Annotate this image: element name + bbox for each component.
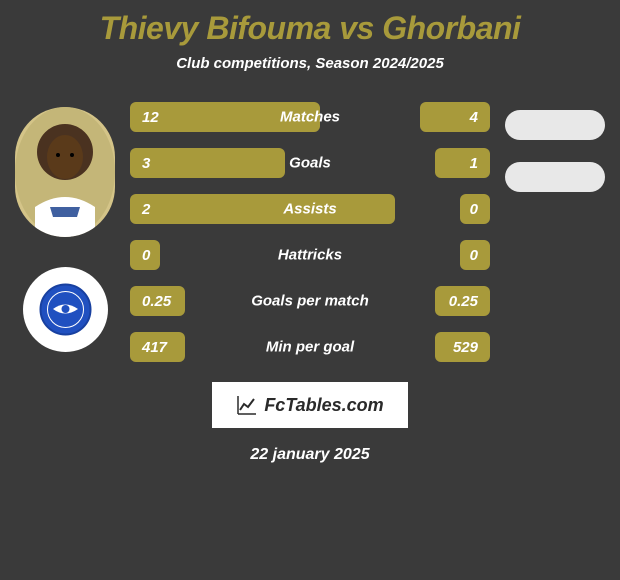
stat-bar-right: 0	[460, 194, 490, 224]
stat-row: 124Matches	[130, 102, 490, 132]
stat-bar-left: 3	[130, 148, 285, 178]
stat-bar-right: 529	[435, 332, 490, 362]
chart-icon	[236, 394, 258, 416]
left-avatars	[10, 102, 120, 352]
stat-bar-right: 4	[420, 102, 490, 132]
stat-row: 3 1 Goals	[130, 148, 490, 178]
stat-row: 2 0 Assists	[130, 194, 490, 224]
player-silhouette-icon	[15, 107, 115, 237]
comparison-container: Thievy Bifouma vs Ghorbani Club competit…	[0, 0, 620, 474]
footer: FcTables.com 22 january 2025	[10, 382, 610, 464]
stat-bar-right: 1	[435, 148, 490, 178]
stat-row: 0.25 0.25 Goals per match	[130, 286, 490, 316]
stat-bar-left: 417	[130, 332, 185, 362]
badge-matches	[505, 110, 605, 140]
stat-label: Min per goal	[258, 339, 362, 356]
stat-bar-container: 124Matches	[130, 102, 490, 132]
page-subtitle: Club competitions, Season 2024/2025	[176, 55, 444, 72]
stat-bar-right: 0	[460, 240, 490, 270]
stat-label: Assists	[275, 201, 344, 218]
club-avatar	[23, 267, 108, 352]
stat-bar-container: 3 1 Goals	[130, 148, 490, 178]
main-area: 124Matches31Goals20Assists00Hattricks0.2…	[10, 102, 610, 362]
player-avatar	[15, 107, 115, 237]
stat-bar-container: 0 0 Hattricks	[130, 240, 490, 270]
stat-bar-container: 2 0 Assists	[130, 194, 490, 224]
right-badges	[500, 102, 610, 192]
stat-label: Hattricks	[270, 247, 350, 264]
club-emblem-icon	[38, 282, 93, 337]
stat-bar-container: 417 529 Min per goal	[130, 332, 490, 362]
stat-label: Matches	[272, 109, 348, 126]
stat-label: Goals per match	[243, 293, 377, 310]
stat-bar-left: 0	[130, 240, 160, 270]
badge-goals	[505, 162, 605, 192]
date-label: 22 january 2025	[250, 446, 369, 464]
stat-label: Goals	[281, 155, 339, 172]
stat-row: 417 529 Min per goal	[130, 332, 490, 362]
brand-logo[interactable]: FcTables.com	[212, 382, 407, 428]
stat-row: 0 0 Hattricks	[130, 240, 490, 270]
stat-bar-left: 0.25	[130, 286, 185, 316]
stats-column: 124Matches31Goals20Assists00Hattricks0.2…	[130, 102, 490, 362]
page-title: Thievy Bifouma vs Ghorbani	[100, 10, 521, 47]
stat-bar-left: 2	[130, 194, 395, 224]
stat-bar-container: 0.25 0.25 Goals per match	[130, 286, 490, 316]
stat-bar-gap	[395, 194, 460, 224]
stat-bar-right: 0.25	[435, 286, 490, 316]
brand-text: FcTables.com	[264, 395, 383, 416]
